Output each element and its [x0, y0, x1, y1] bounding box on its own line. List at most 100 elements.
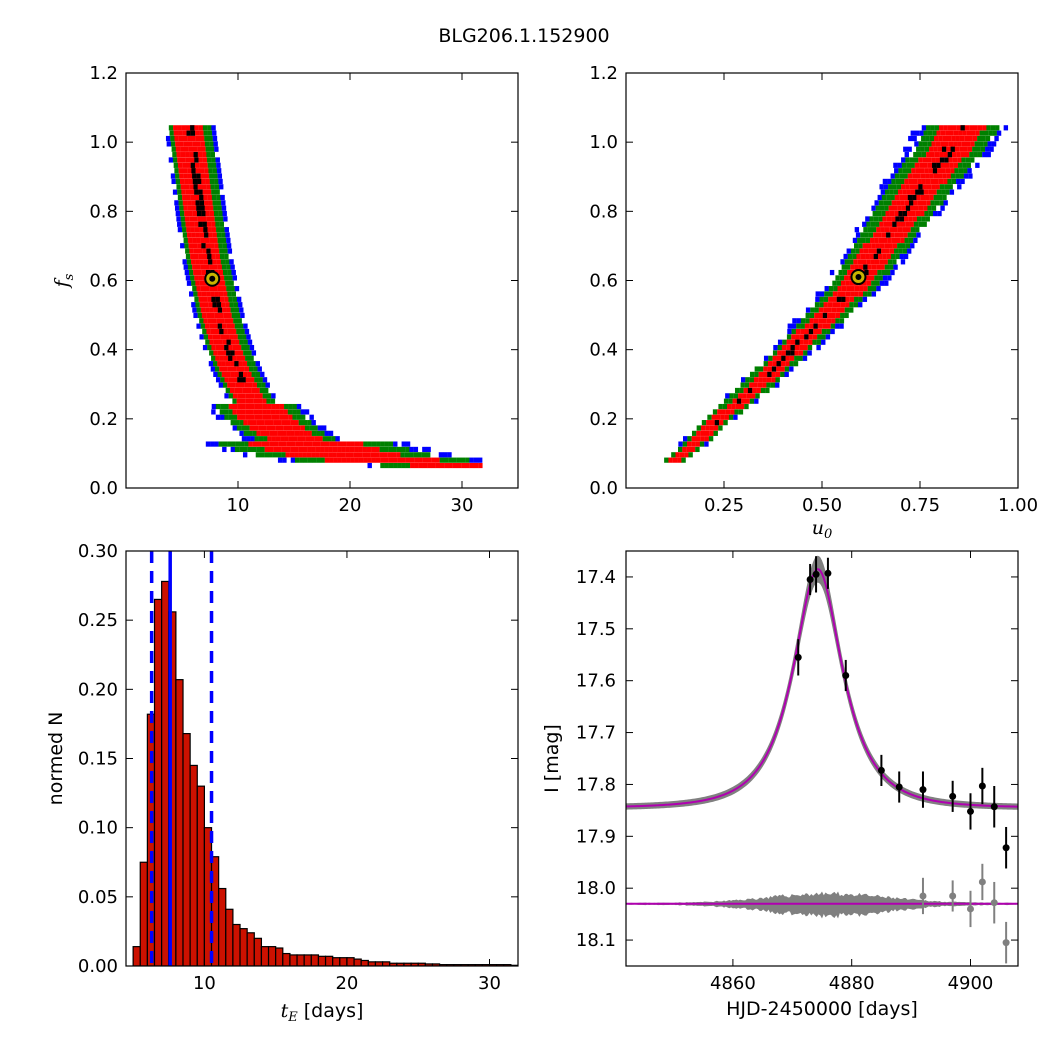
- density-cell: [292, 403, 297, 410]
- density-cell: [174, 200, 179, 206]
- density-cell: [247, 446, 253, 453]
- density-cell: [413, 452, 418, 458]
- density-cell-best: [191, 168, 196, 174]
- density-cell: [282, 430, 287, 436]
- density-cell: [302, 452, 307, 458]
- density-cell: [239, 382, 245, 388]
- density-cell: [209, 307, 214, 313]
- density-cell: [309, 436, 315, 442]
- density-cell: [981, 135, 986, 142]
- density-cell: [827, 307, 832, 313]
- density-cell: [241, 425, 246, 431]
- density-cell: [409, 446, 414, 453]
- density-cell: [261, 441, 266, 447]
- density-cell: [754, 366, 760, 372]
- density-cell: [306, 452, 312, 458]
- density-cell: [222, 269, 228, 276]
- density-cell: [239, 430, 244, 436]
- density-cell: [204, 200, 209, 206]
- density-cell: [172, 152, 177, 158]
- density-cell: [190, 227, 195, 233]
- density-cell: [210, 152, 215, 158]
- density-cell: [214, 328, 220, 335]
- density-cell: [206, 152, 211, 158]
- density-cell: [197, 269, 202, 276]
- density-cell: [683, 436, 688, 442]
- density-cell: [921, 200, 927, 206]
- density-cell: [195, 168, 201, 174]
- density-cell: [888, 243, 893, 249]
- density-cell: [192, 146, 198, 152]
- density-cell: [211, 162, 217, 168]
- density-cell: [690, 446, 696, 453]
- density-cell: [832, 280, 837, 286]
- density-cell: [207, 334, 213, 340]
- density-cell: [243, 420, 248, 426]
- density-cell: [830, 328, 835, 335]
- density-cell: [972, 135, 978, 142]
- density-cell: [182, 168, 188, 174]
- density-cell: [686, 446, 692, 453]
- density-cell: [968, 173, 973, 179]
- density-cell: [217, 371, 222, 377]
- density-cell: [363, 441, 368, 447]
- density-cell: [840, 280, 846, 286]
- density-cell: [220, 259, 226, 265]
- density-cell: [868, 248, 873, 254]
- density-cell: [332, 446, 338, 453]
- density-cell: [209, 146, 215, 152]
- density-cell: [190, 194, 196, 201]
- density-cell: [196, 323, 201, 329]
- density-cell: [901, 184, 906, 190]
- density-cell: [904, 237, 909, 243]
- density-cell: [256, 446, 261, 453]
- density-cell: [303, 446, 308, 453]
- density-cell: [282, 441, 287, 447]
- density-cell: [230, 420, 236, 426]
- density-cell: [829, 269, 835, 276]
- density-cell: [226, 264, 231, 270]
- density-cell-best: [192, 173, 197, 179]
- density-cell: [911, 168, 916, 174]
- density-cell: [366, 446, 372, 453]
- density-cell: [251, 446, 257, 453]
- density-cell: [854, 243, 859, 249]
- density-cell: [728, 398, 733, 404]
- histogram-bar: [232, 923, 241, 966]
- density-cell: [199, 232, 205, 238]
- density-cell: [206, 184, 211, 190]
- density-cell: [196, 307, 201, 313]
- density-cell-best: [226, 350, 231, 356]
- density-cell: [854, 296, 859, 302]
- density-cell: [200, 237, 205, 243]
- density-cell: [871, 227, 877, 233]
- density-cell-best: [216, 302, 222, 308]
- density-cell: [946, 146, 951, 152]
- density-cell: [238, 323, 244, 329]
- density-cell: [874, 259, 880, 265]
- density-cell-best: [200, 205, 205, 211]
- density-cell: [244, 441, 249, 447]
- density-cell: [880, 264, 885, 270]
- density-cell: [258, 377, 263, 383]
- density-cell: [254, 377, 259, 383]
- density-cell: [217, 173, 223, 179]
- density-cell: [194, 194, 200, 201]
- density-cell: [236, 366, 241, 372]
- density-cell: [920, 194, 926, 201]
- density-cell-best: [202, 221, 207, 227]
- histogram-bar: [360, 959, 369, 966]
- density-cell: [790, 339, 796, 345]
- density-cell: [718, 425, 723, 431]
- density-cell: [320, 430, 325, 436]
- density-cell: [405, 457, 411, 463]
- density-cell: [209, 205, 214, 211]
- density-cell: [814, 302, 820, 308]
- density-cell: [922, 157, 928, 163]
- density-cell: [227, 269, 232, 276]
- density-cell: [426, 457, 432, 463]
- density-cell: [401, 441, 406, 447]
- density-cell: [384, 457, 389, 463]
- density-cell-best: [947, 152, 953, 158]
- data-point: [895, 783, 903, 791]
